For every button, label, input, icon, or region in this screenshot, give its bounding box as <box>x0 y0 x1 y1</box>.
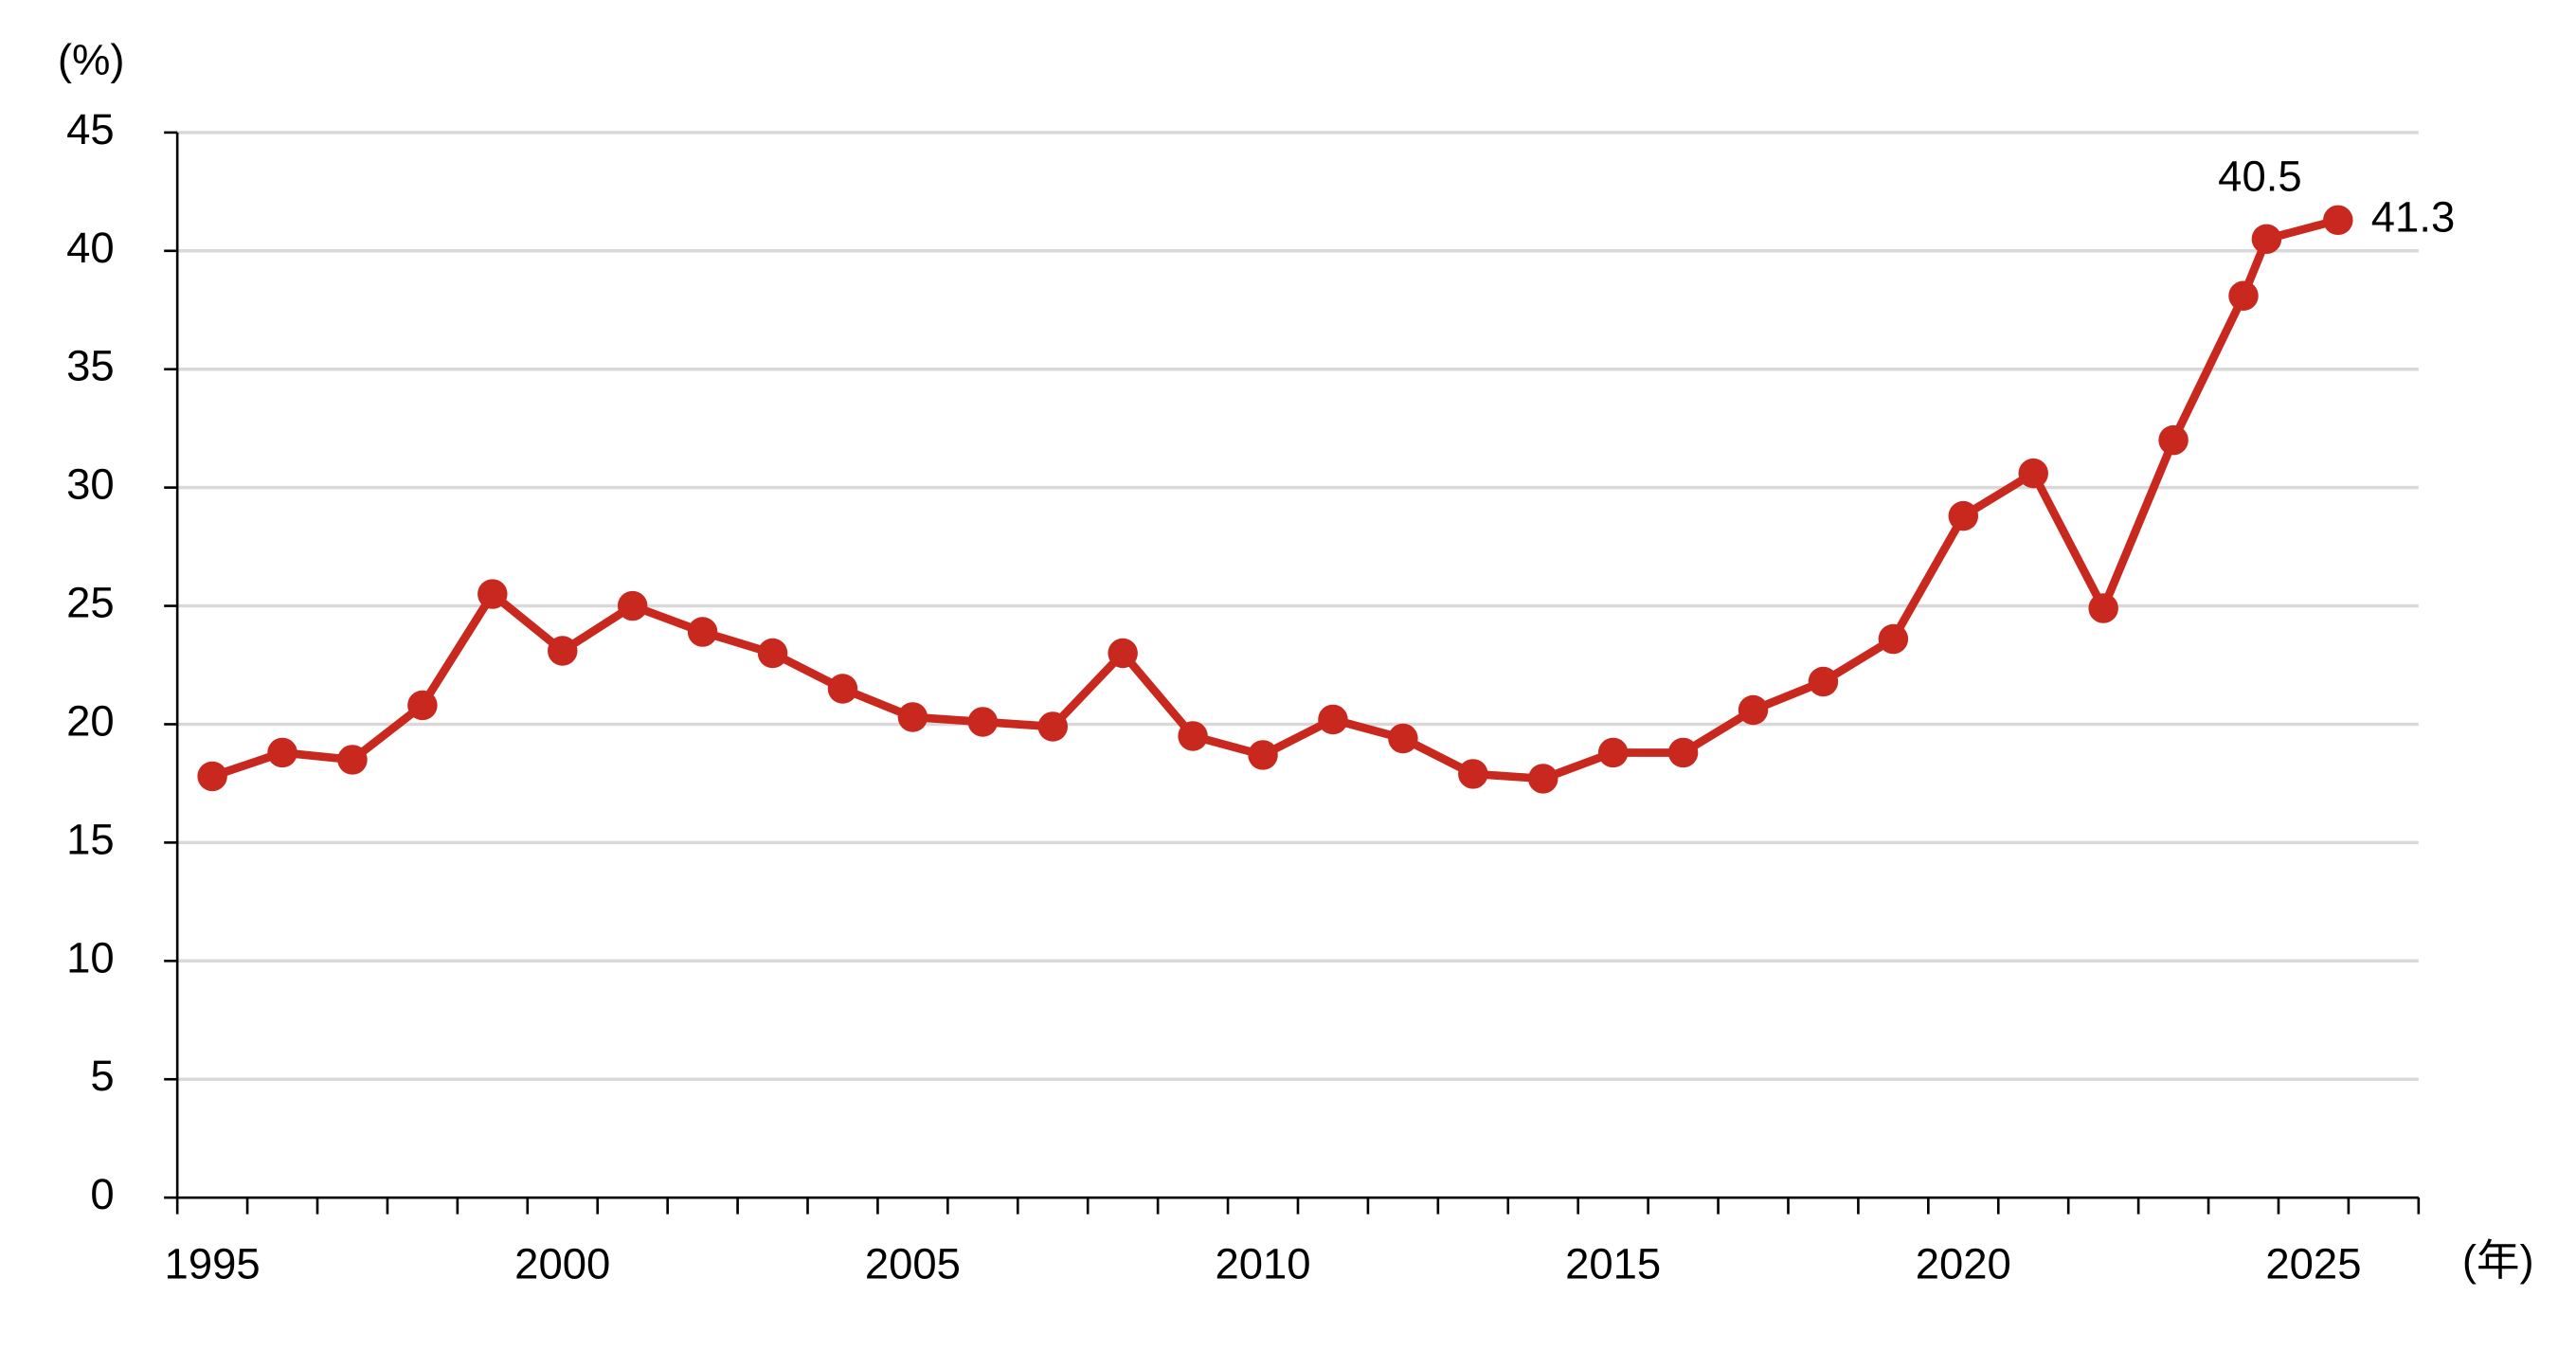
data-point <box>2323 205 2353 236</box>
data-point <box>337 745 368 775</box>
x-tick-label: 2020 <box>1916 1240 2011 1288</box>
data-point <box>1388 723 1418 754</box>
y-tick-label: 10 <box>66 933 115 981</box>
data-point <box>1318 704 1348 735</box>
x-tick-label: 2000 <box>514 1240 610 1288</box>
y-tick-label: 30 <box>66 460 115 509</box>
data-point <box>827 674 858 704</box>
data-point <box>617 590 648 621</box>
data-point <box>1108 638 1138 669</box>
data-point <box>1808 666 1839 697</box>
data-point <box>2228 280 2259 312</box>
y-tick-label: 45 <box>66 105 115 153</box>
y-tick-label: 15 <box>66 815 115 863</box>
y-tick-label: 0 <box>90 1170 114 1218</box>
data-point <box>1458 759 1488 789</box>
x-tick-label: 1995 <box>165 1240 261 1288</box>
y-tick-label: 20 <box>66 696 115 745</box>
data-point <box>1178 721 1208 751</box>
data-point <box>2251 224 2282 255</box>
y-tick-label: 40 <box>66 224 115 272</box>
data-point <box>1597 737 1629 768</box>
data-point <box>1738 694 1769 726</box>
data-point <box>267 737 297 768</box>
data-point <box>548 636 578 666</box>
data-point <box>407 690 438 721</box>
data-point <box>757 638 788 669</box>
y-tick-label: 5 <box>90 1052 114 1100</box>
data-point <box>1948 500 1979 531</box>
data-point <box>2088 593 2118 623</box>
y-tick-label: 25 <box>66 579 115 627</box>
data-point <box>197 761 227 792</box>
x-tick-label: 2010 <box>1215 1240 1310 1288</box>
x-tick-label: 2005 <box>865 1240 961 1288</box>
data-point <box>967 707 999 737</box>
data-point <box>1528 764 1558 794</box>
data-point <box>477 579 508 609</box>
data-label: 40.5 <box>2218 152 2301 200</box>
series-line <box>210 216 2339 783</box>
data-point <box>897 702 928 732</box>
y-axis-label: (%) <box>58 35 125 83</box>
x-axis-label: (年) <box>2462 1236 2534 1285</box>
y-tick-label: 35 <box>66 342 115 390</box>
data-point <box>687 617 718 647</box>
x-tick-label: 2015 <box>1565 1240 1661 1288</box>
data-point <box>1667 737 1699 768</box>
data-point <box>1037 711 1068 742</box>
data-point <box>2018 458 2048 489</box>
x-tick-label: 2025 <box>2265 1240 2361 1288</box>
data-point <box>1248 740 1278 770</box>
data-point <box>1878 623 1909 655</box>
data-point <box>2158 424 2189 456</box>
data-label: 41.3 <box>2371 192 2455 241</box>
